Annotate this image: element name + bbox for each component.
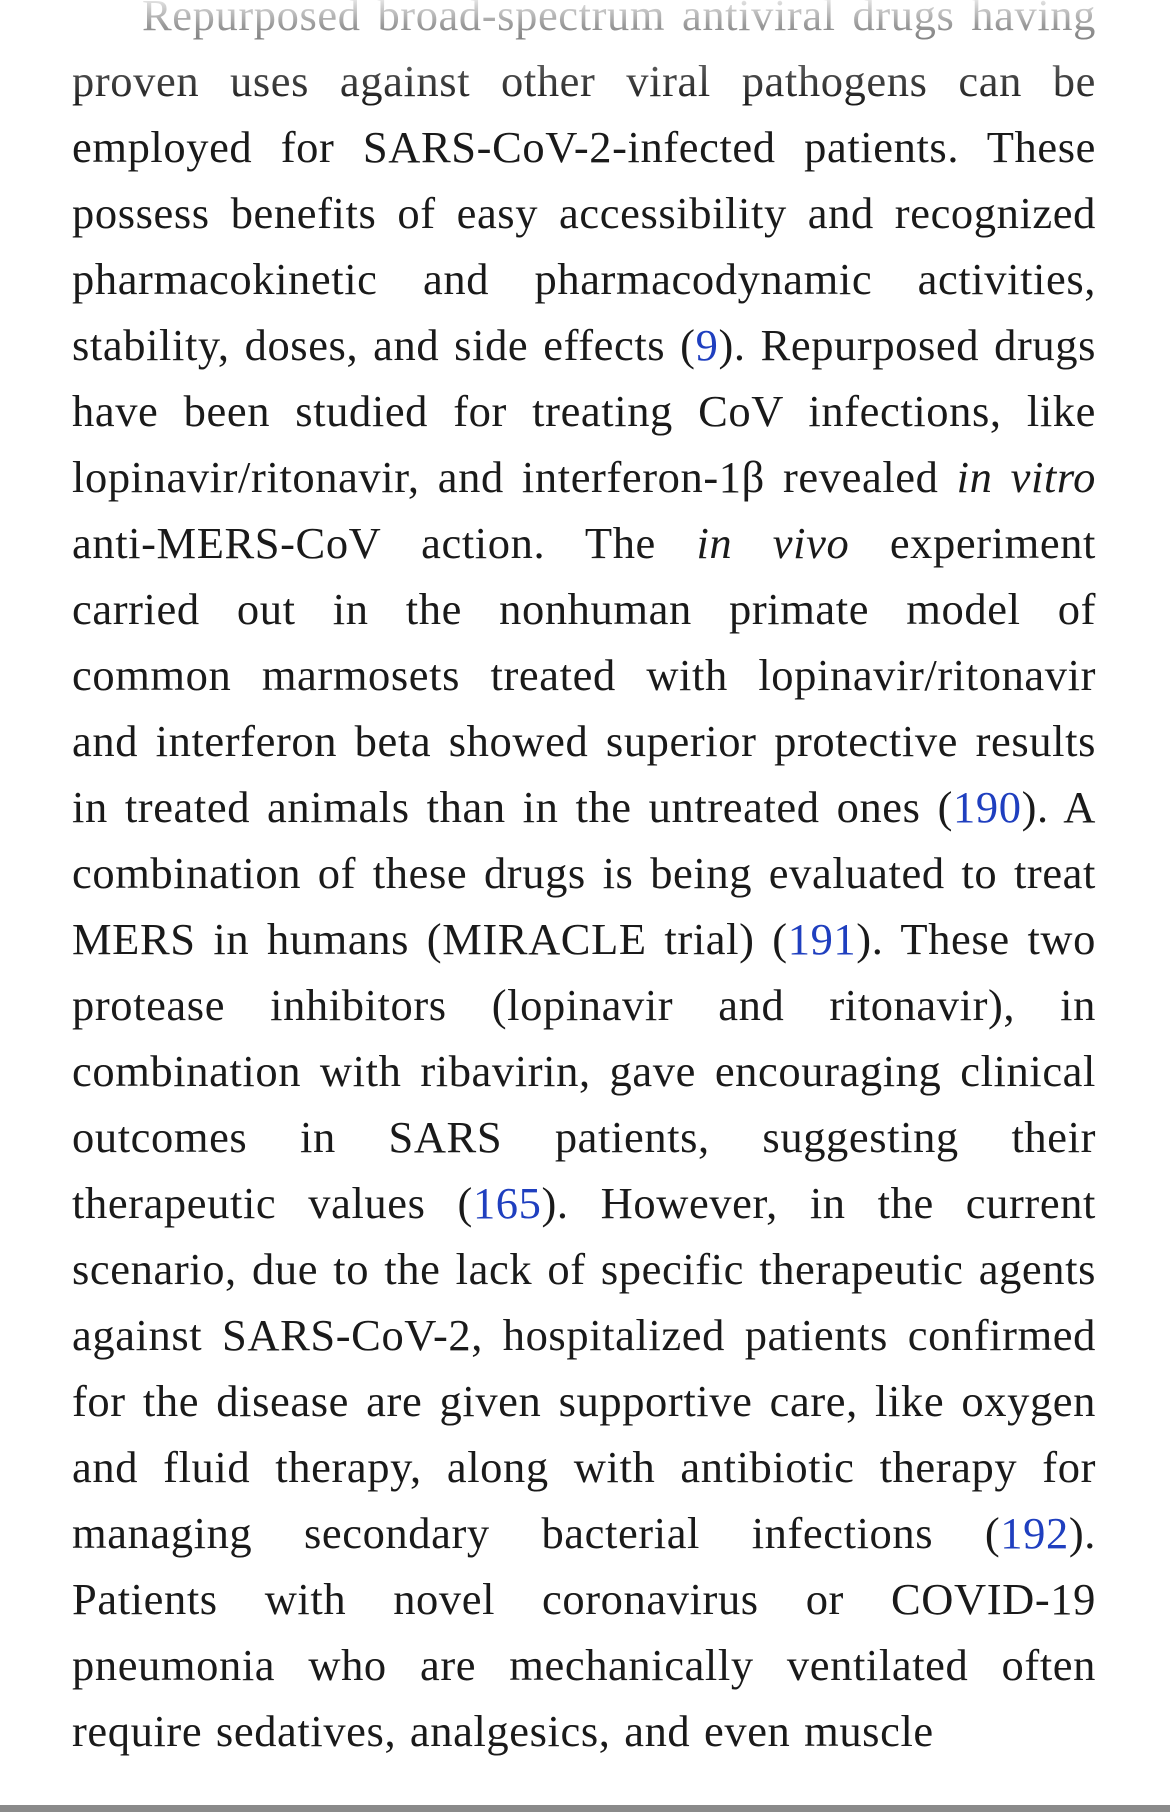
text-segment: ). These two protease inhibitors (lopina… — [72, 914, 1097, 1228]
citation-link-165[interactable]: 165 — [472, 1178, 542, 1228]
citation-link-192[interactable]: 192 — [1000, 1508, 1069, 1558]
text-segment: anti-MERS-CoV action. The — [72, 518, 697, 568]
citation-link-190[interactable]: 190 — [953, 782, 1022, 832]
italic-term: in vivo — [696, 518, 850, 568]
citation-link-9[interactable]: 9 — [695, 320, 719, 370]
article-paragraph: Repurposed broad-spectrum antiviral drug… — [72, 0, 1096, 1764]
italic-term: in vitro — [956, 452, 1097, 502]
text-segment: ). However, in the current scenario, due… — [72, 1178, 1096, 1558]
text-segment: ). Repurposed drugs have been studied fo… — [72, 320, 1096, 502]
text-segment: experiment carried out in the nonhuman p… — [72, 518, 1096, 832]
bottom-edge-bar — [0, 1805, 1170, 1812]
text-segment: ). A combination of these drugs is being… — [72, 782, 1096, 964]
text-segment: Repurposed broad-spectrum antiviral drug… — [72, 0, 1096, 370]
text-segment: ). Patients with novel coronavirus or CO… — [72, 1508, 1096, 1756]
citation-link-191[interactable]: 191 — [787, 914, 857, 964]
